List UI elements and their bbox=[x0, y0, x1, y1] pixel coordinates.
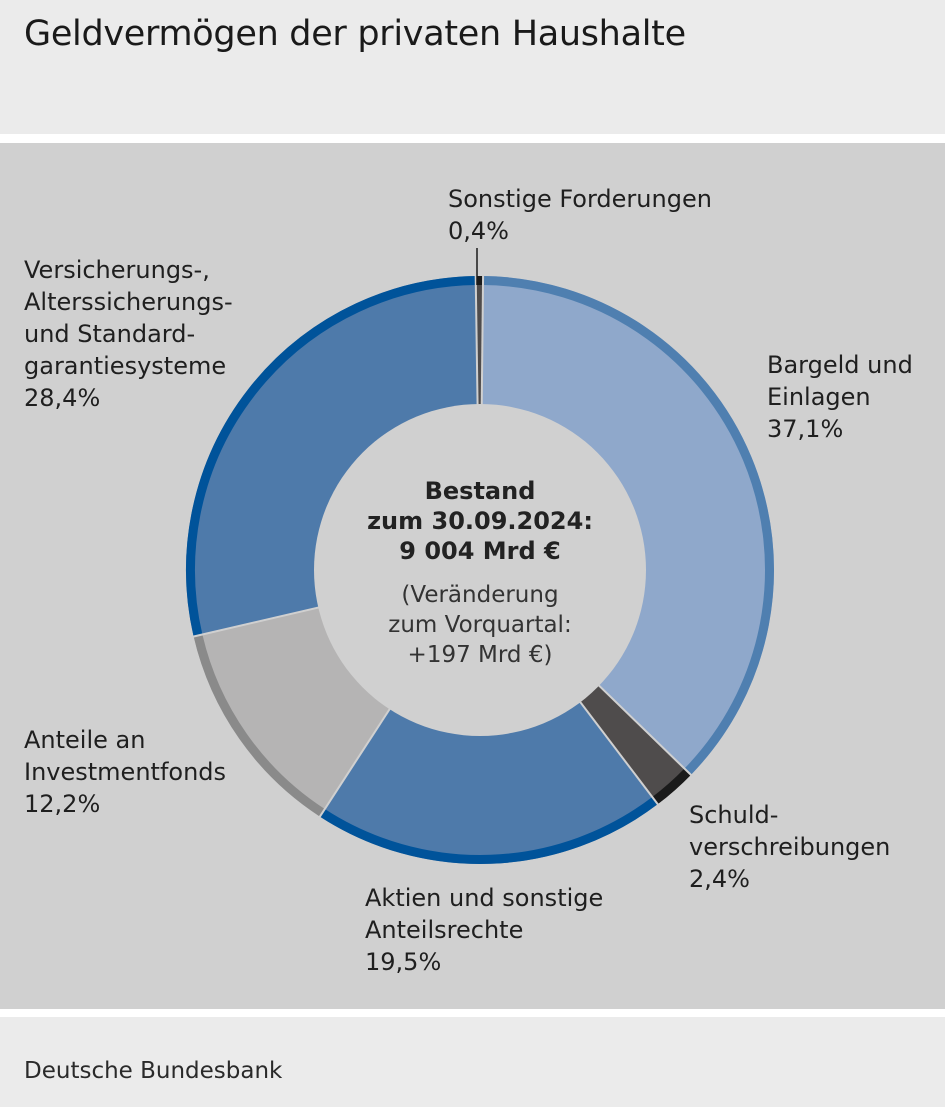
slice-label-aktien-value: 19,5% bbox=[365, 948, 442, 976]
donut-outer-rings bbox=[186, 276, 774, 864]
source-credit: Deutsche Bundesbank bbox=[24, 1058, 283, 1084]
slice-label-investmentfonds-value: 12,2% bbox=[24, 790, 101, 818]
center-line-3: 9 004 Mrd € bbox=[399, 537, 561, 565]
center-note-3: +197 Mrd €) bbox=[407, 642, 553, 668]
footer-band bbox=[0, 1017, 945, 1107]
slice-label-schuldverschreibungen: Schuld- verschreibungen 2,4% bbox=[689, 799, 890, 895]
slice-label-sonstige-name: Sonstige Forderungen bbox=[448, 185, 712, 213]
slice-label-aktien: Aktien und sonstige Anteilsrechte 19,5% bbox=[365, 882, 603, 978]
slice-label-bargeld-name: Bargeld und Einlagen bbox=[767, 351, 913, 411]
center-note-1: (Veränderung bbox=[401, 582, 559, 608]
slice-label-sonstige-value: 0,4% bbox=[448, 217, 509, 245]
chart-title: Geldvermögen der privaten Haushalte bbox=[24, 14, 686, 54]
slice-label-schuldverschreibungen-value: 2,4% bbox=[689, 865, 750, 893]
ring-aktien bbox=[319, 797, 658, 864]
slice-label-versicherungen: Versicherungs-, Alterssicherungs- und St… bbox=[24, 254, 233, 414]
ring-investmentfonds bbox=[193, 634, 325, 817]
slice-label-investmentfonds: Anteile an Investmentfonds 12,2% bbox=[24, 724, 226, 820]
donut-hole bbox=[314, 404, 646, 736]
center-note-2: zum Vorquartal: bbox=[388, 612, 572, 638]
center-line-1: Bestand bbox=[424, 477, 536, 505]
center-summary: Bestand zum 30.09.2024: 9 004 Mrd € (Ver… bbox=[330, 476, 630, 670]
slice-label-bargeld-value: 37,1% bbox=[767, 415, 844, 443]
slice-label-bargeld: Bargeld und Einlagen 37,1% bbox=[767, 349, 913, 445]
header-band: Geldvermögen der privaten Haushalte bbox=[0, 0, 945, 134]
ring-bargeld bbox=[482, 276, 774, 775]
slice-label-investmentfonds-name: Anteile an Investmentfonds bbox=[24, 726, 227, 786]
ring-versicherungen bbox=[186, 276, 476, 637]
slice-label-sonstige: Sonstige Forderungen 0,4% bbox=[448, 183, 712, 247]
slice-label-versicherungen-value: 28,4% bbox=[24, 384, 101, 412]
slice-label-versicherungen-name: Versicherungs-, Alterssicherungs- und St… bbox=[24, 256, 233, 380]
center-line-2: zum 30.09.2024: bbox=[367, 507, 593, 535]
slice-label-schuldverschreibungen-name: Schuld- verschreibungen bbox=[689, 801, 891, 861]
slice-label-aktien-name: Aktien und sonstige Anteilsrechte bbox=[365, 884, 604, 944]
